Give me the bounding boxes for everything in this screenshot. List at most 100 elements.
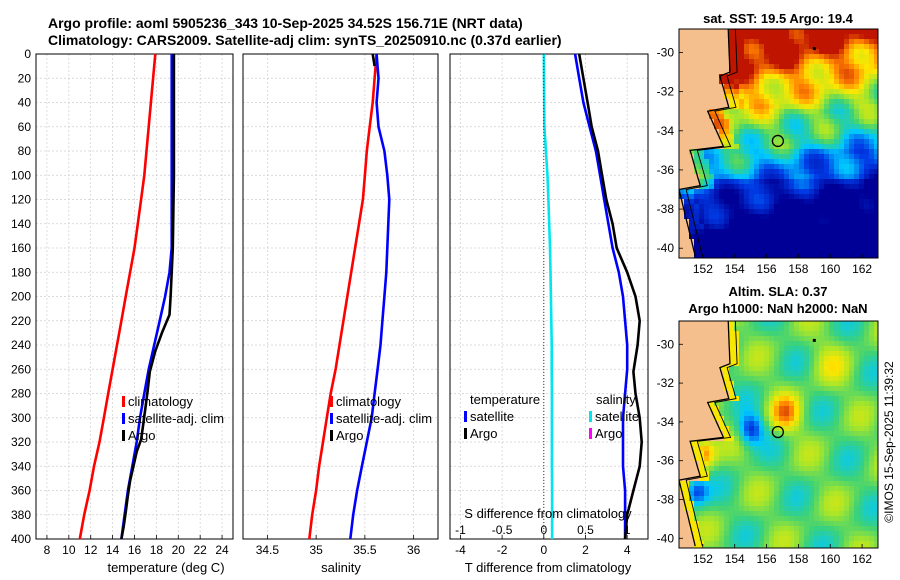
difference-series-t-argo <box>577 53 644 540</box>
s-legend-swatch <box>589 428 592 439</box>
sla-map-ytick: -30 <box>657 337 675 351</box>
sla-map-xtick: 156 <box>757 552 777 566</box>
sla-map-ytick: -32 <box>657 376 675 390</box>
temperature-xtick-label: 22 <box>193 543 207 557</box>
sla-map-subtitle: Argo h1000: NaN h2000: NaN <box>688 301 867 316</box>
salinity-xtick-label: 34.5 <box>256 543 280 557</box>
sst-map-ytick: -32 <box>657 85 675 99</box>
depth-tick-label: 140 <box>11 217 31 231</box>
salinity-series-argo <box>371 53 376 67</box>
salinity-xtick-label: 35 <box>309 543 323 557</box>
sst-map-xtick: 156 <box>757 262 777 276</box>
temperature-xtick-label: 16 <box>128 543 142 557</box>
depth-tick-label: 300 <box>11 411 31 425</box>
sla-map-ytick: -34 <box>657 415 675 429</box>
salinity-legend-label: satellite-adj. clim <box>336 411 432 426</box>
depth-tick-label: 200 <box>11 290 31 304</box>
sla-map-xtick: 160 <box>820 552 840 566</box>
difference-series-s-satellite <box>542 53 554 539</box>
s-diff-tick-label: 0.5 <box>577 523 594 537</box>
depth-tick-label: 260 <box>11 362 31 376</box>
sla-argo-marker <box>771 425 785 439</box>
sst-map-field <box>679 29 878 258</box>
sst-map-title: sat. SST: 19.5 Argo: 19.4 <box>703 11 854 26</box>
salinity-xtick-label: 35.5 <box>353 543 377 557</box>
sla-map-ytick: -36 <box>657 454 675 468</box>
depth-tick-label: 320 <box>11 435 31 449</box>
temperature-legend-swatch <box>122 396 125 407</box>
sst-map: 152 154 156 158 160 162 -30 -32 -34 -36 -38 -40 <box>657 28 879 276</box>
difference-frame <box>449 53 649 540</box>
sla-map-xtick: 154 <box>725 552 745 566</box>
s-legend-swatch <box>589 411 592 422</box>
sla-coastline <box>679 321 731 547</box>
difference-xtick-label: -2 <box>497 543 508 557</box>
t-diff-xlabel: T difference from climatology <box>465 560 632 575</box>
salinity-legend-swatch <box>330 396 333 407</box>
depth-tick-label: 280 <box>11 387 31 401</box>
sla-island-marker <box>812 338 816 342</box>
depth-tick-label: 0 <box>24 47 31 61</box>
sst-map-ytick: -36 <box>657 163 675 177</box>
depth-tick-label: 60 <box>18 120 32 134</box>
s-diff-xlabel: S difference from climatology <box>464 506 632 521</box>
sla-map-title: Altim. SLA: 0.37 <box>729 284 828 299</box>
sla-map-field <box>679 321 878 548</box>
temperature-xtick-label: 12 <box>84 543 98 557</box>
sst-isobath <box>685 29 738 257</box>
s-legend-label: satellite <box>595 409 639 424</box>
difference-xtick-label: 0 <box>540 543 547 557</box>
sla-map-xtick: 162 <box>852 552 872 566</box>
sla-map-ytick: -38 <box>657 492 675 506</box>
temperature-panel: 8 10 12 14 16 18 20 22 2402040608010012014016018… <box>11 47 234 557</box>
t-legend-swatch <box>464 428 467 439</box>
s-diff-tick-label: 1 <box>624 523 631 537</box>
temperature-series-climatology <box>78 53 157 540</box>
depth-tick-label: 120 <box>11 193 31 207</box>
sst-map-xtick: 162 <box>852 262 872 276</box>
salinity-frame <box>242 53 439 540</box>
depth-tick-label: 20 <box>18 71 32 85</box>
s-legend-label: Argo <box>595 426 622 441</box>
salinity-legend-swatch <box>330 430 333 441</box>
t-legend-label: satellite <box>470 409 514 424</box>
t-legend-swatch <box>464 411 467 422</box>
sst-map-ytick: -34 <box>657 124 675 138</box>
salinity-xlabel: salinity <box>321 560 361 575</box>
temperature-xtick-label: 14 <box>106 543 120 557</box>
depth-tick-label: 400 <box>11 532 31 546</box>
temperature-xtick-label: 24 <box>215 543 229 557</box>
salinity-series-climatology <box>308 53 378 540</box>
difference-series-t-satellite <box>573 53 629 539</box>
sst-map-xtick: 160 <box>820 262 840 276</box>
temperature-xtick-label: 20 <box>172 543 186 557</box>
temperature-series-argo <box>120 54 176 540</box>
depth-tick-label: 380 <box>11 508 31 522</box>
t-legend-title: temperature <box>470 392 540 407</box>
salinity-legend-label: Argo <box>336 428 363 443</box>
depth-tick-label: 360 <box>11 484 31 498</box>
sst-map-ytick: -38 <box>657 202 675 216</box>
depth-tick-label: 100 <box>11 168 31 182</box>
depth-tick-label: 180 <box>11 265 31 279</box>
temperature-legend-label: Argo <box>128 428 155 443</box>
salinity-xtick-label: 36 <box>407 543 421 557</box>
temperature-legend-swatch <box>122 413 125 424</box>
temperature-xtick-label: 8 <box>44 543 51 557</box>
salinity-panel: 34.5 35 35.5 36 climatology satellite-adj. cl… <box>242 53 439 557</box>
sst-coastline <box>679 29 731 257</box>
temperature-legend-label: climatology <box>128 394 194 409</box>
salinity-series-satellite-adj-clim <box>349 53 391 540</box>
depth-tick-label: 340 <box>11 459 31 473</box>
difference-xtick-label: -4 <box>455 543 466 557</box>
s-diff-tick-label: -1 <box>455 523 466 537</box>
temperature-legend-swatch <box>122 430 125 441</box>
sst-map-xtick: 152 <box>693 262 713 276</box>
t-legend-label: Argo <box>470 426 497 441</box>
temperature-xtick-label: 10 <box>62 543 76 557</box>
sla-map-frame <box>678 320 879 549</box>
depth-tick-label: 240 <box>11 338 31 352</box>
salinity-legend-label: climatology <box>336 394 402 409</box>
temperature-xlabel: temperature (deg C) <box>107 560 224 575</box>
